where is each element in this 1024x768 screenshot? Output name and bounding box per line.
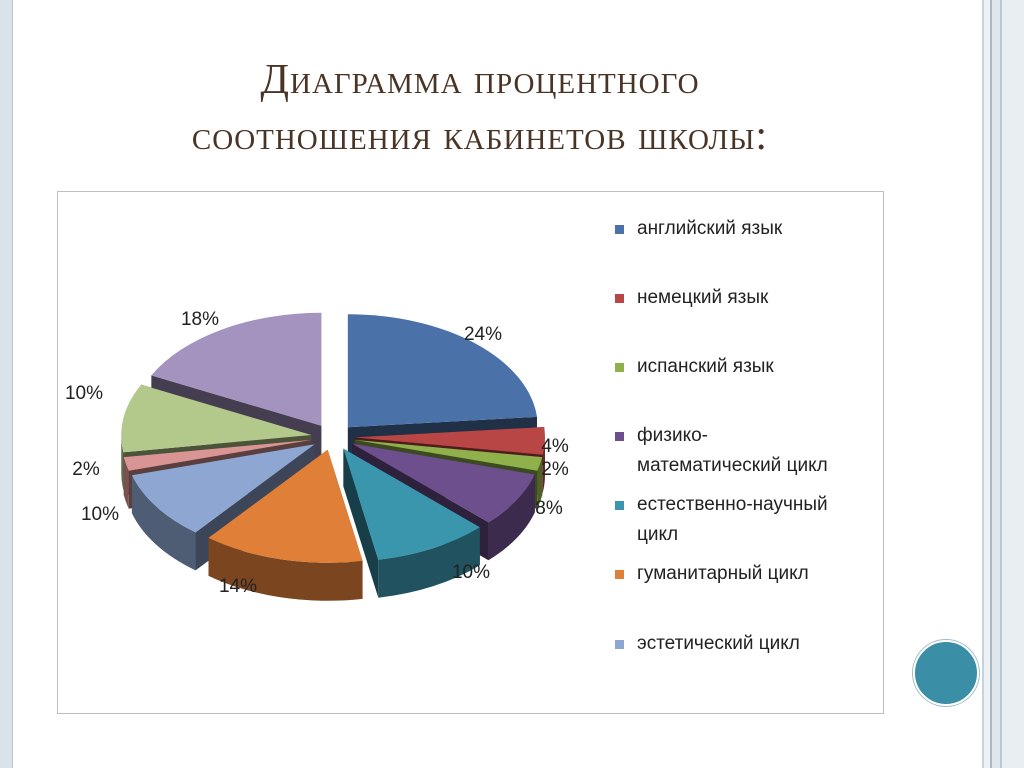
- pie-slice-9: [121, 384, 312, 453]
- pie-slice-rim-7: [131, 475, 196, 571]
- pie-slice-rim-2: [542, 437, 545, 493]
- slide-title-line-2: соотношения кабинетов школы:: [191, 113, 769, 159]
- pie-slice-8: [123, 439, 312, 471]
- pie-data-label-7: 10%: [81, 504, 119, 525]
- pie-slice-rim-4: [488, 474, 535, 561]
- legend-swatch-6: [615, 570, 624, 579]
- slide-title: Диаграмма процентного соотношения кабине…: [60, 52, 900, 164]
- pie-slice-rim-5: [378, 527, 480, 598]
- pie-slice-5: [343, 448, 480, 560]
- pie-data-label-2: 4%: [541, 436, 569, 457]
- pie-slice-2: [354, 426, 545, 455]
- legend-swatch-5: [615, 501, 624, 510]
- pie-slice-7: [131, 444, 315, 533]
- pie-data-label-8: 2%: [72, 459, 100, 480]
- pie-slice-3: [354, 439, 543, 471]
- legend-label-1: английский язык: [637, 218, 783, 239]
- pie-data-label-6: 14%: [219, 576, 257, 597]
- legend-swatch-2: [615, 294, 624, 303]
- pie-slice-6: [208, 449, 363, 563]
- legend-swatch-3: [615, 363, 624, 372]
- pie-chart: 24%4%2%8%10%14%10%2%10%18%: [65, 309, 569, 601]
- legend-label-7: эстетический цикл: [637, 633, 800, 654]
- pie-slice-rim-9: [121, 434, 124, 491]
- pie-slice-1: [347, 314, 538, 428]
- pie-data-label-9: 10%: [65, 383, 103, 404]
- pie-top-layer: [121, 312, 545, 563]
- pie-slice-10: [151, 312, 322, 426]
- pie-slice-rim-3: [537, 457, 543, 509]
- pie-data-label-4: 8%: [535, 498, 563, 519]
- pie-slice-wall-5-2: [343, 448, 379, 598]
- legend-label-2: немецкий язык: [637, 287, 769, 308]
- pie-data-label-10: 18%: [181, 309, 219, 330]
- slide-title-line-1: Диаграмма процентного: [260, 57, 700, 103]
- pie-data-label-3: 2%: [541, 459, 569, 480]
- pie-slice-4: [352, 443, 535, 523]
- decorative-circle: [913, 640, 979, 706]
- pie-slice-rim-8: [123, 457, 129, 509]
- pie-data-label-1: 24%: [464, 324, 502, 345]
- legend-label-4: физико- математический цикл: [637, 425, 828, 476]
- legend-swatch-4: [615, 432, 624, 441]
- legend-swatch-1: [615, 225, 624, 234]
- chart-legend: английский язык немецкий язык испанский яз…: [613, 192, 883, 713]
- pie-data-label-5: 10%: [452, 562, 490, 583]
- slide-right-border: [978, 0, 1024, 768]
- slide-left-border: [0, 0, 13, 768]
- chart-area: 24% 4% 2% 8% 10% 14% 10% 2% 10% 18% английский яз…: [57, 191, 884, 714]
- legend-label-3: испанский язык: [637, 356, 774, 377]
- legend-label-5: естественно-научный цикл: [637, 494, 828, 545]
- pie-slice-rim-6: [208, 537, 363, 601]
- legend-label-6: гуманитарный цикл: [637, 563, 809, 584]
- legend-swatch-7: [615, 640, 624, 649]
